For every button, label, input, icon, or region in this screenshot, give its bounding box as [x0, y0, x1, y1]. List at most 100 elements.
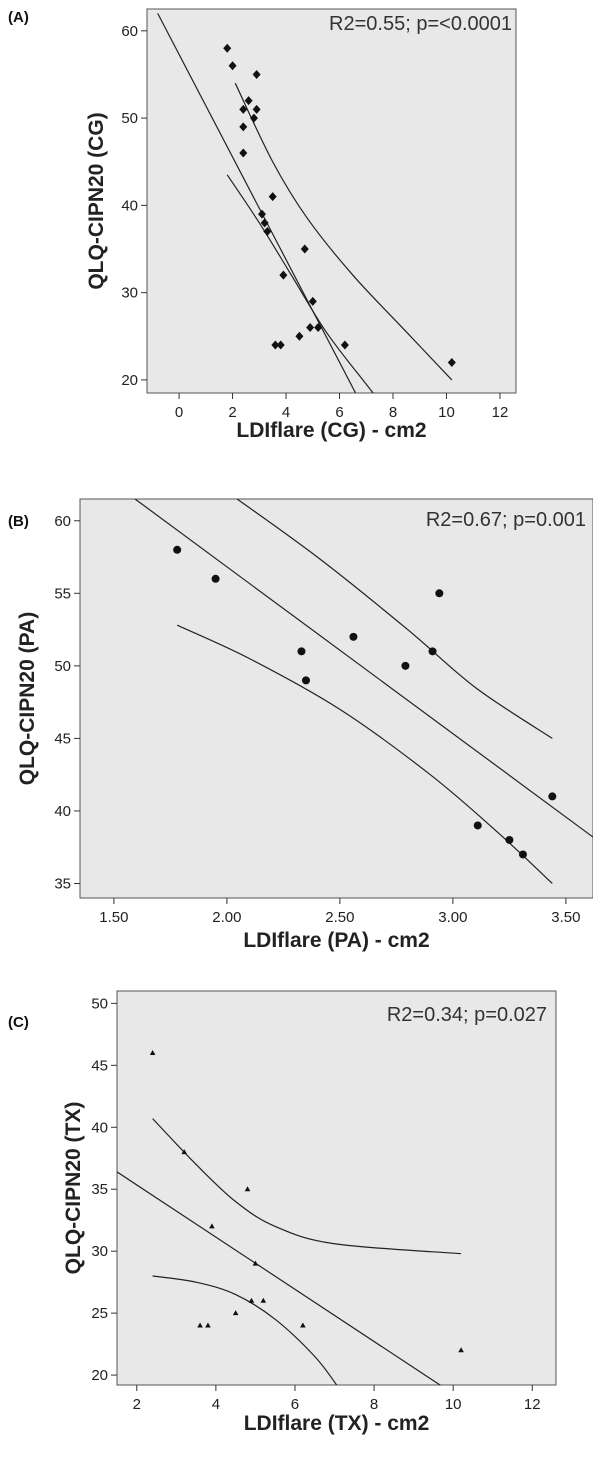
data-point [301, 676, 310, 685]
x-tick-label: 3.00 [438, 909, 467, 926]
y-axis-label: QLQ-CIPN20 (PA) [16, 612, 39, 785]
data-point [209, 1223, 215, 1229]
ci-upper-line [152, 1118, 462, 1255]
panel-c: 20 25 30 35 40 45 50 2 4 6 8 10 12 R2=0.34; p=0.027 (C… [8, 990, 557, 1435]
data-point [149, 1049, 156, 1055]
plot-area [116, 990, 557, 1386]
y-tick-label: 40 [91, 1119, 108, 1136]
plot-area [79, 498, 593, 899]
y-tick-label: 20 [91, 1367, 108, 1384]
fit-line [134, 499, 593, 838]
data-point [205, 1322, 211, 1328]
y-tick-label: 50 [91, 995, 108, 1012]
x-tick-label: 2 [133, 1396, 141, 1413]
ci-upper-line [234, 82, 453, 381]
data-point [314, 323, 323, 333]
data-point [306, 323, 315, 333]
data-point [401, 661, 410, 670]
data-point [232, 1310, 239, 1316]
x-tick-label: 12 [492, 404, 509, 421]
data-point [340, 340, 349, 350]
data-point [447, 357, 456, 367]
y-tick-label: 25 [91, 1305, 108, 1322]
ci-upper-line [236, 499, 553, 739]
y-axis-label: QLQ-CIPN20 (CG) [85, 112, 108, 289]
data-point [197, 1322, 203, 1328]
x-tick-label: 4 [212, 1396, 220, 1413]
data-point [295, 331, 304, 341]
data-point [268, 192, 277, 202]
x-axis-label: LDIflare (CG) - cm2 [236, 419, 426, 442]
x-tick-label: 4 [282, 404, 290, 421]
data-point [505, 835, 514, 844]
y-tick-label: 30 [121, 285, 138, 302]
regression-lines [117, 1118, 462, 1385]
data-point [181, 1149, 188, 1155]
y-tick-label: 35 [54, 875, 71, 892]
data-point [252, 104, 261, 114]
y-tick-label: 40 [121, 197, 138, 214]
data-point [248, 1297, 255, 1303]
x-tick-label: 1.50 [99, 909, 128, 926]
data-point [349, 632, 358, 641]
data-point [260, 218, 269, 228]
data-point [249, 113, 258, 123]
data-point [239, 148, 248, 158]
regression-lines [134, 499, 593, 884]
panel-label: (A) [8, 9, 29, 26]
ci-lower-line [152, 1275, 338, 1385]
data-point [271, 340, 280, 350]
data-point [223, 43, 232, 53]
x-tick-label: 2.50 [325, 909, 354, 926]
x-axis-label: LDIflare (TX) - cm2 [244, 1412, 430, 1435]
stats-annotation: R2=0.67; p=0.001 [426, 509, 586, 531]
data-point [244, 96, 253, 106]
y-tick-label: 55 [54, 585, 71, 602]
y-tick-label: 50 [54, 658, 71, 675]
panel-b: 35 40 45 50 55 60 1.50 2.00 2.50 3.00 3.50 R2=0.67;… [8, 498, 593, 952]
y-tick-label: 50 [121, 110, 138, 127]
data-point [260, 1297, 267, 1303]
data-point [276, 340, 285, 350]
data-point [263, 227, 272, 237]
x-tick-label: 8 [389, 404, 397, 421]
x-tick-label: 10 [445, 1396, 462, 1413]
x-tick-label: 3.50 [551, 909, 580, 926]
panel-label: (C) [8, 1014, 29, 1031]
data-point [239, 122, 248, 132]
y-tick-label: 60 [121, 23, 138, 40]
x-tick-label: 0 [175, 404, 183, 421]
data-point [473, 821, 482, 830]
x-tick-label: 2 [228, 404, 236, 421]
data-point [279, 270, 288, 280]
regression-lines [157, 13, 453, 393]
y-tick-label: 45 [54, 730, 71, 747]
data-point [252, 69, 261, 79]
x-tick-label: 6 [335, 404, 343, 421]
x-tick-label: 10 [438, 404, 455, 421]
y-tick-label: 45 [91, 1057, 108, 1074]
ci-lower-line [176, 624, 553, 884]
x-axis-label: LDIflare (PA) - cm2 [243, 929, 429, 952]
stats-annotation: R2=0.55; p=<0.0001 [329, 13, 512, 35]
data-point [300, 1322, 306, 1328]
y-tick-label: 60 [54, 513, 71, 530]
plot-area [146, 8, 517, 394]
data-point [297, 647, 306, 656]
data-point [257, 209, 266, 219]
data-point [244, 1186, 251, 1192]
x-tick-label: 6 [291, 1396, 299, 1413]
panel-label: (B) [8, 513, 29, 530]
data-point [548, 792, 557, 801]
panel-a: 20 30 40 50 60 0 2 4 6 8 10 12 R2=0.55; p=<0.0001 (A)… [8, 8, 517, 442]
stats-annotation: R2=0.34; p=0.027 [387, 1004, 547, 1026]
data-point [252, 1260, 259, 1266]
x-tick-label: 8 [370, 1396, 378, 1413]
x-tick-label: 2.00 [212, 909, 241, 926]
data-point [300, 244, 309, 254]
data-point [239, 104, 248, 114]
data-point [435, 589, 444, 598]
fit-line [157, 13, 357, 393]
data-point [308, 296, 317, 306]
